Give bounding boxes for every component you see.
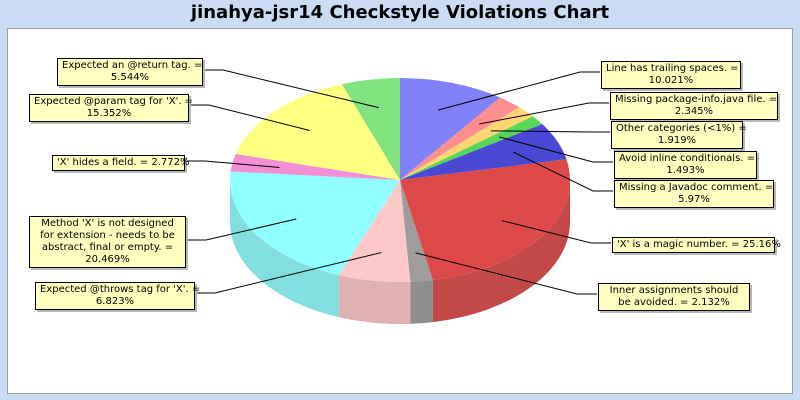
leader-inner-assignments [415, 252, 597, 295]
slice-trailing-spaces [400, 78, 501, 180]
slice-throws-tag [338, 180, 411, 283]
pie-side-design-extension [229, 180, 339, 318]
pie-side-group [229, 180, 571, 325]
leader-design-extension [186, 218, 297, 241]
label-trailing-spaces: Line has trailing spaces. = 10.021% [601, 61, 741, 89]
label-javadoc-comment: Missing a Javadoc comment. = 5.97% [614, 180, 774, 208]
label-text: Method 'X' is not designed for extension… [40, 218, 175, 253]
label-value: 2.772% [151, 157, 190, 168]
chart-title: jinahya-jsr14 Checkstyle Violations Char… [190, 2, 610, 23]
label-inline-conditionals: Avoid inline conditionals. = 1.493% [614, 151, 757, 179]
label-hides-field: 'X' hides a field. = 2.772% [52, 155, 190, 171]
label-text: 'X' hides a field. [57, 157, 137, 168]
label-value: 1.493% [666, 165, 705, 176]
slice-package-info [400, 97, 520, 180]
label-text: 'X' is a magic number. [617, 239, 728, 250]
leader-hides-field [185, 160, 280, 169]
slice-return-tag [341, 78, 400, 180]
label-inner-assignments: Inner assignments should be avoided. = 2… [598, 283, 750, 311]
leader-inline-conditionals [499, 136, 613, 163]
label-other-categories: Other categories (<1%) = 1.919% [611, 121, 747, 149]
label-design-extension: Method 'X' is not designed for extension… [29, 216, 186, 268]
label-text: Expected an @return tag. [62, 60, 191, 71]
slice-hides-field [230, 153, 400, 180]
leader-return-tag [203, 69, 379, 109]
label-value: 5.544% [110, 72, 150, 83]
label-magic-number: 'X' is a magic number. = 25.16% [612, 237, 781, 253]
leader-trailing-spaces [437, 71, 600, 111]
slice-design-extension [229, 171, 400, 276]
slice-param-tag [235, 84, 400, 180]
leader-magic-number [501, 220, 611, 244]
pie-side-magic-number [432, 180, 571, 323]
pie-side-inner-assignments [410, 280, 433, 324]
label-value: 25.16% [742, 239, 781, 250]
slice-javadoc-comment [400, 124, 567, 180]
label-return-tag: Expected an @return tag. = 5.544% [57, 58, 203, 86]
leader-lines [185, 69, 613, 295]
label-text: Expected @param tag for 'X'. [34, 96, 182, 107]
pie-side-throws-tag [338, 275, 411, 325]
label-param-tag: Expected @param tag for 'X'. = 15.352% [29, 94, 193, 122]
label-value: 20.469% [85, 254, 130, 265]
label-value: 2.345% [674, 106, 714, 117]
label-value: 5.97% [678, 194, 710, 205]
label-throws-tag: Expected @throws tag for 'X'. = 6.823% [35, 282, 200, 310]
label-value: 1.919% [657, 135, 697, 146]
leader-other-categories [490, 130, 610, 133]
pie-top-group [229, 78, 570, 283]
leader-throws-tag [195, 252, 382, 294]
label-text: Inner assignments should be avoided. [609, 285, 739, 308]
slice-magic-number [400, 159, 570, 281]
label-text: Avoid inline conditionals. [619, 153, 744, 164]
label-value: 15.352% [86, 108, 132, 119]
slice-other-categories [400, 107, 533, 180]
label-text: Other categories (<1%) [616, 123, 736, 134]
slice-inline-conditionals [400, 116, 543, 180]
label-text: Expected @throws tag for 'X'. [40, 284, 189, 295]
leader-package-info [479, 102, 609, 125]
label-text: Missing package-info.java file. [615, 94, 766, 105]
label-value: 2.132% [691, 297, 730, 308]
label-package-info: Missing package-info.java file. = 2.345% [610, 92, 778, 120]
label-text: Line has trailing spaces. [606, 63, 727, 74]
leader-javadoc-comment [512, 151, 613, 192]
slice-inner-assignments [400, 180, 433, 282]
label-text: Missing a Javadoc comment. [619, 182, 762, 193]
label-value: 6.823% [95, 296, 135, 307]
leader-param-tag [189, 104, 310, 131]
label-value: 10.021% [648, 75, 694, 86]
